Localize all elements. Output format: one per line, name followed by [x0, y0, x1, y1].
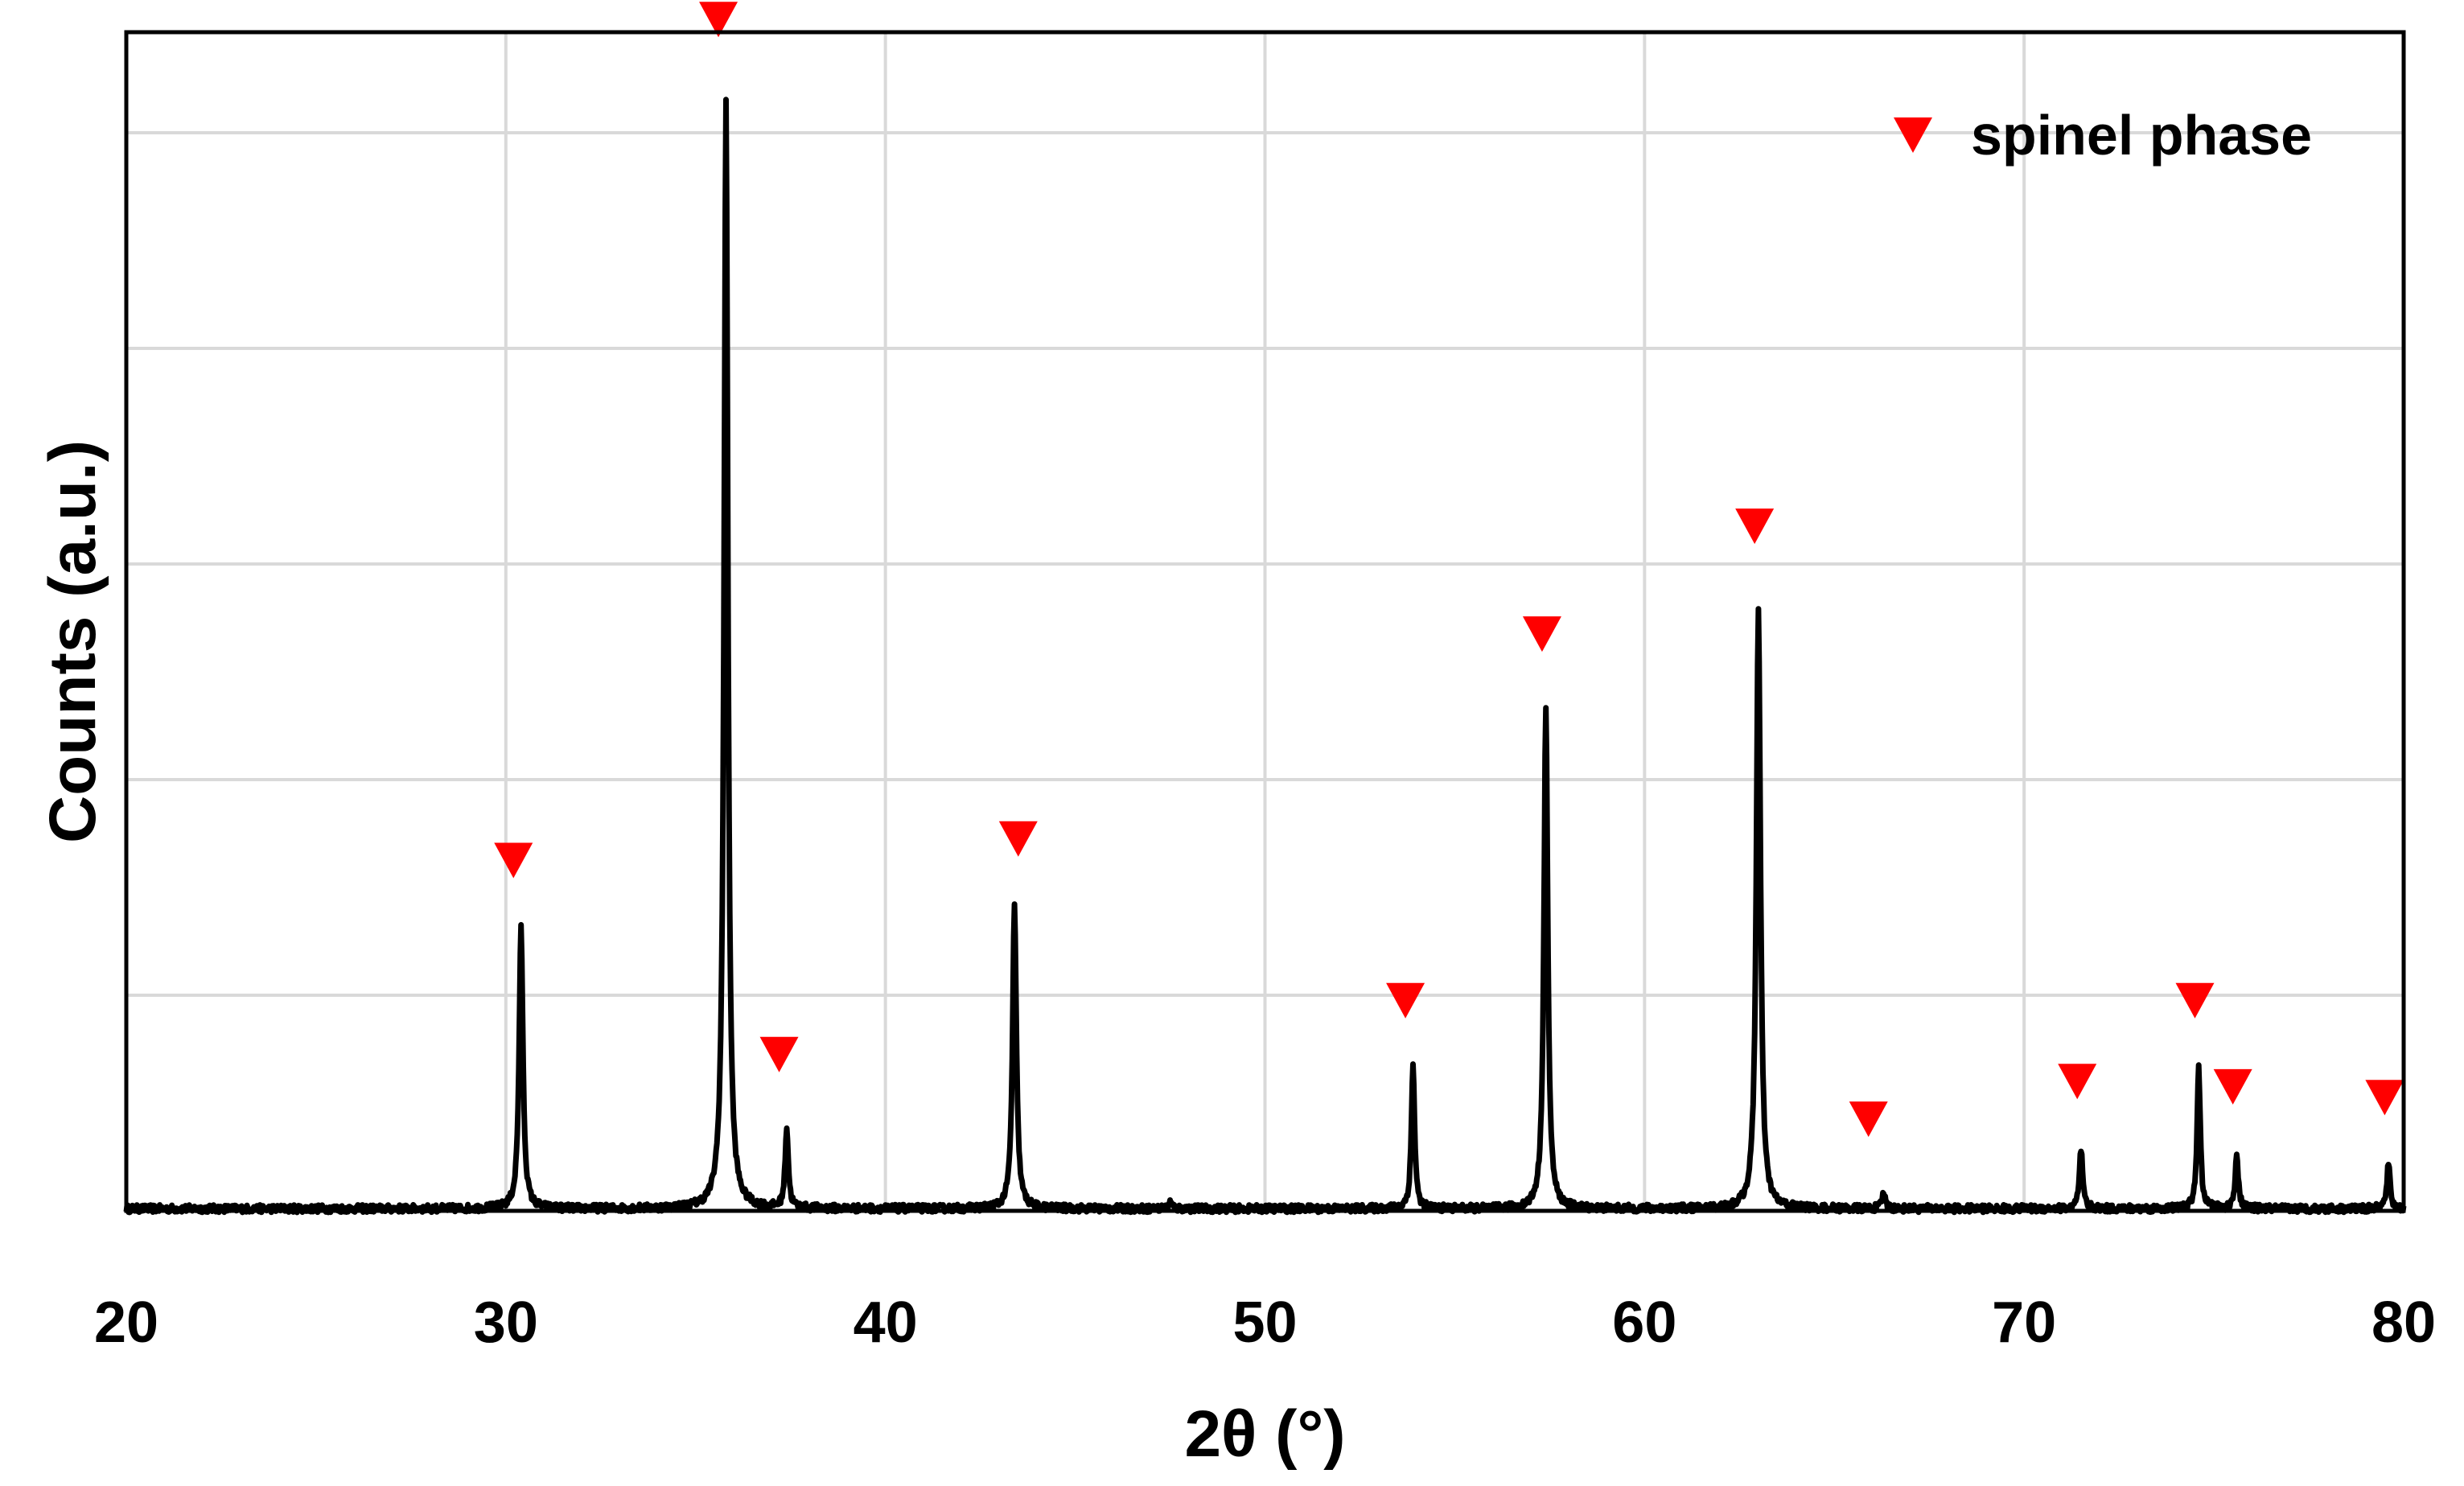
- spinel-peak-marker: [2365, 1080, 2404, 1116]
- spinel-peak-marker: [2058, 1064, 2097, 1100]
- x-tick-label: 50: [1232, 1290, 1297, 1355]
- spinel-peak-marker: [1386, 982, 1425, 1019]
- legend-marker: [1894, 117, 1932, 153]
- x-axis-ticks: 20 30 40 50 60 70 80: [94, 1290, 2436, 1355]
- spinel-peak-marker: [2213, 1068, 2252, 1105]
- x-tick-label: 20: [94, 1290, 158, 1355]
- x-tick-label: 60: [1612, 1290, 1676, 1355]
- x-axis-title: 2θ (°): [1184, 1397, 1345, 1471]
- spinel-markers: [494, 2, 2404, 1138]
- spinel-peak-marker: [759, 1036, 799, 1072]
- grid: [126, 32, 2404, 1211]
- y-axis-title: Counts (a.u.): [36, 440, 109, 843]
- spinel-peak-marker: [699, 2, 738, 38]
- spinel-peak-marker: [1849, 1101, 1888, 1138]
- spinel-peak-marker: [2175, 982, 2215, 1019]
- x-tick-label: 80: [2371, 1290, 2436, 1355]
- x-tick-label: 70: [1992, 1290, 2056, 1355]
- legend: spinel phase: [1894, 104, 2312, 167]
- spinel-peak-marker: [1522, 616, 1561, 652]
- spinel-peak-marker: [998, 821, 1038, 857]
- plot-frame: [124, 30, 2406, 1213]
- legend-label: spinel phase: [1971, 104, 2312, 167]
- x-tick-label: 40: [854, 1290, 918, 1355]
- x-tick-label: 30: [474, 1290, 538, 1355]
- spinel-peak-marker: [1735, 508, 1775, 545]
- spinel-peak-marker: [494, 842, 533, 879]
